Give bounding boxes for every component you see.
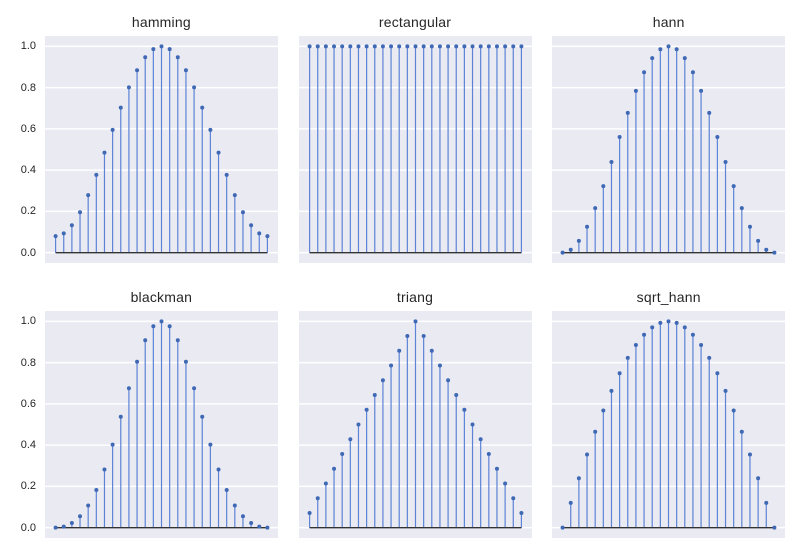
stem-plot-sqrt-hann — [552, 311, 786, 538]
subplot-sqrt-hann: sqrt_hann — [552, 283, 786, 538]
y-tick-label: 0.8 — [20, 356, 36, 369]
stem-plot-triang — [298, 311, 532, 538]
subplot-hann: hann — [552, 8, 786, 263]
y-tick-label: 0.0 — [20, 246, 36, 259]
stem-plot-hann — [552, 36, 786, 263]
plot-area: 0.0 0.2 0.4 0.6 0.8 1.0 — [21, 36, 278, 263]
y-tick-label: 0.4 — [20, 439, 36, 452]
subplot-title-hann: hann — [652, 14, 685, 30]
y-tick-label: 0.4 — [20, 164, 36, 177]
y-tick-label: 1.0 — [20, 315, 36, 328]
y-tick-label: 0.8 — [20, 81, 36, 94]
y-tick-label: 0.0 — [20, 521, 36, 534]
subplot-title-blackman: blackman — [130, 289, 193, 305]
subplot-row-top: hamming 0.0 0.2 0.4 0.6 0.8 1.0 rectangular h… — [0, 8, 800, 263]
plot-area: 0.0 0.2 0.4 0.6 0.8 1.0 — [21, 311, 278, 538]
stem-plot-blackman — [45, 311, 278, 538]
y-tick-label: 0.6 — [20, 397, 36, 410]
subplot-title-hamming: hamming — [131, 14, 191, 30]
y-axis-tick-labels: 0.0 0.2 0.4 0.6 0.8 1.0 — [0, 311, 45, 538]
subplot-title-rectangular: rectangular — [378, 14, 452, 30]
stem-plot-rectangular — [298, 36, 532, 263]
subplot-title-sqrt-hann: sqrt_hann — [636, 289, 701, 305]
y-tick-label: 0.6 — [20, 122, 36, 135]
y-axis-tick-labels: 0.0 0.2 0.4 0.6 0.8 1.0 — [0, 36, 45, 263]
plot-area — [552, 36, 786, 263]
subplot-triang: triang — [298, 283, 532, 538]
subplot-blackman: blackman 0.0 0.2 0.4 0.6 0.8 1.0 — [21, 283, 278, 538]
subplot-rectangular: rectangular — [298, 8, 532, 263]
y-tick-label: 0.2 — [20, 480, 36, 493]
plot-area — [298, 36, 532, 263]
plot-area — [552, 311, 786, 538]
plot-area — [298, 311, 532, 538]
y-tick-label: 0.2 — [20, 205, 36, 218]
subplot-row-bottom: blackman 0.0 0.2 0.4 0.6 0.8 1.0 triang sqrt_… — [0, 283, 800, 538]
subplot-title-triang: triang — [396, 289, 434, 305]
subplot-hamming: hamming 0.0 0.2 0.4 0.6 0.8 1.0 — [21, 8, 278, 263]
y-tick-label: 1.0 — [20, 40, 36, 53]
stem-plot-hamming — [45, 36, 278, 263]
